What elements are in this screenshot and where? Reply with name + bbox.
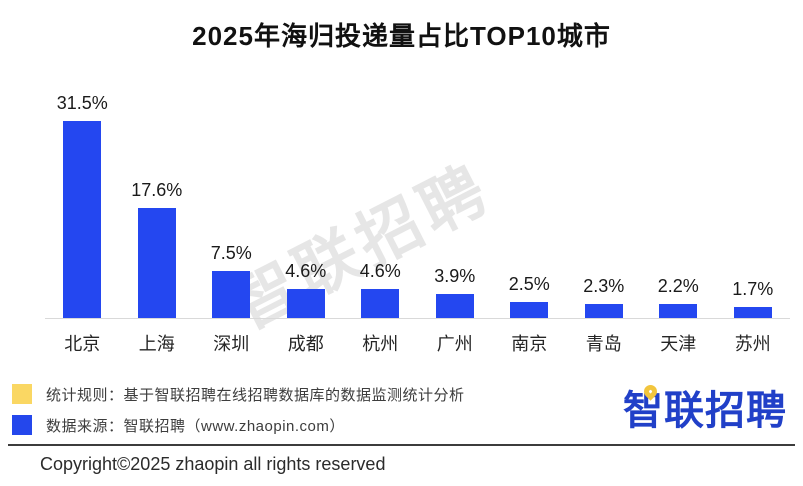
footer-divider [8, 444, 795, 446]
category-label: 成都 [287, 334, 324, 354]
category-label: 北京 [64, 334, 101, 354]
bar-column: 2.3% [567, 276, 642, 318]
bar [286, 289, 325, 318]
bar-value-label: 4.6% [359, 261, 401, 281]
bar-column: 3.9% [418, 266, 493, 318]
bar [435, 294, 474, 318]
bar-value-label: 2.3% [583, 276, 625, 296]
bar-column: 2.2% [641, 276, 716, 318]
category-label: 南京 [511, 334, 548, 354]
category-label: 苏州 [734, 334, 771, 354]
bar-column: 7.5% [194, 243, 269, 318]
bar [510, 302, 549, 318]
bar-value-label: 3.9% [434, 266, 476, 286]
bar [361, 289, 400, 318]
bar-column: 2.5% [492, 274, 567, 318]
bar-value-label: 7.5% [210, 243, 252, 263]
bar-column: 4.6% [269, 261, 344, 318]
x-axis-line [45, 318, 790, 319]
bar-value-label: 2.2% [657, 276, 699, 296]
copyright-text: Copyright©2025 zhaopin all rights reserv… [40, 454, 386, 474]
bar-column: 4.6% [343, 261, 418, 318]
bar [63, 121, 102, 318]
footnotes: 统计规则：基于智联招聘在线招聘数据库的数据监测统计分析 数据来源：智联招聘（ww… [12, 383, 465, 445]
bars-row: 31.5% 17.6% 7.5% 4.6% 4.6% 3.9% 2.5% 2.3% 2.2% 1.… [45, 85, 790, 318]
bar-value-label: 17.6% [131, 180, 183, 200]
bar-column: 31.5% [45, 93, 120, 318]
category-label: 青岛 [585, 334, 622, 354]
category-label: 深圳 [213, 334, 250, 354]
footnote-statistics-rule: 统计规则：基于智联招聘在线招聘数据库的数据监测统计分析 [12, 383, 465, 405]
bar [137, 208, 176, 318]
bar-column: 17.6% [120, 180, 195, 318]
category-label: 上海 [138, 334, 175, 354]
category-label: 广州 [436, 334, 473, 354]
footnote-text: 统计规则：基于智联招聘在线招聘数据库的数据监测统计分析 [46, 386, 465, 404]
footnote-data-source: 数据来源：智联招聘（www.zhaopin.com） [12, 414, 465, 436]
bar-chart: 31.5% 17.6% 7.5% 4.6% 4.6% 3.9% 2.5% 2.3% 2.2% 1.… [45, 85, 790, 356]
bar [212, 271, 251, 318]
footnote-text: 数据来源：智联招聘（www.zhaopin.com） [46, 417, 345, 435]
bar [659, 304, 698, 318]
bar-value-label: 1.7% [732, 279, 774, 299]
bar [584, 304, 623, 318]
bar-value-label: 4.6% [285, 261, 327, 281]
bar-value-label: 31.5% [56, 93, 108, 113]
bar-value-label: 2.5% [508, 274, 550, 294]
category-label: 天津 [660, 334, 697, 354]
blue-legend-swatch [12, 415, 32, 435]
bar-column: 1.7% [716, 279, 791, 318]
zhaopin-logo: 智联招聘 [623, 382, 787, 434]
category-label: 杭州 [362, 334, 399, 354]
categories-row: 北京 上海 深圳 成都 杭州 广州 南京 青岛 天津 苏州 [45, 319, 790, 356]
bar [733, 307, 772, 318]
chart-title: 2025年海归投递量占比TOP10城市 [192, 21, 611, 51]
yellow-legend-swatch [12, 384, 32, 404]
